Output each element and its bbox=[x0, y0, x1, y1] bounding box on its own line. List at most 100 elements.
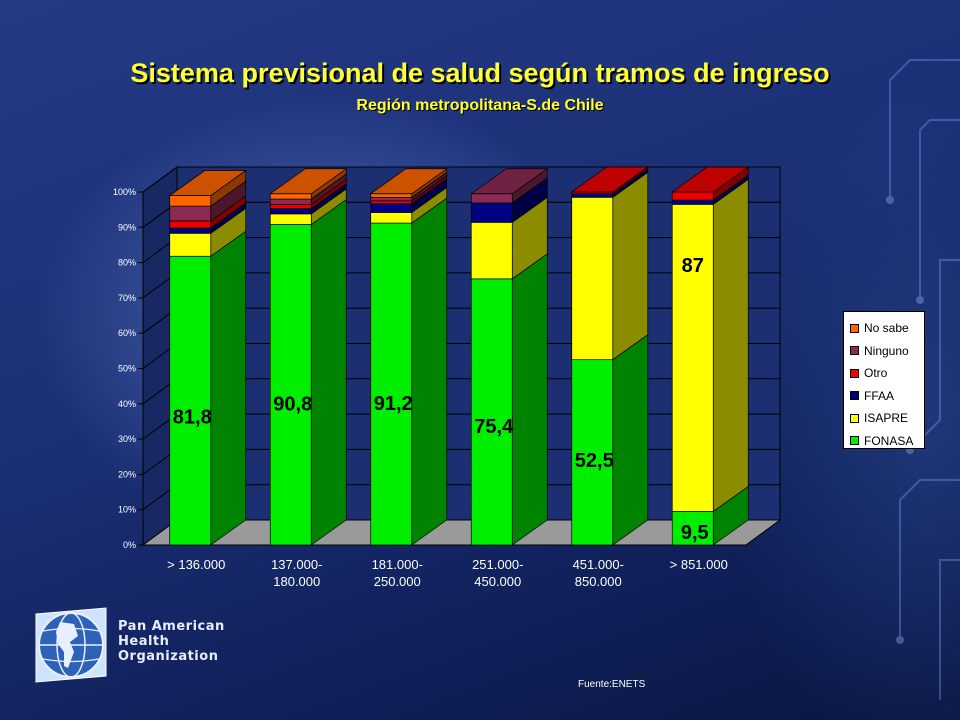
gridline bbox=[142, 166, 780, 193]
x-tick-label: 850.000 bbox=[575, 574, 622, 589]
y-tick-label: 40% bbox=[118, 399, 136, 409]
bar-segment-ffaa bbox=[269, 208, 312, 215]
legend-swatch bbox=[850, 323, 859, 333]
chart-bars bbox=[168, 166, 750, 546]
bar-segment-isapre bbox=[269, 213, 312, 225]
bar-segment-ninguno bbox=[269, 198, 312, 205]
bar-top-ninguno bbox=[470, 168, 549, 195]
y-tick-label: 100% bbox=[113, 187, 136, 197]
source-note: Fuente:ENETS bbox=[578, 679, 646, 690]
bar-top-otro bbox=[570, 166, 649, 193]
bar-segment-fonasa bbox=[169, 255, 212, 546]
y-tick-label: 0% bbox=[123, 540, 136, 550]
paho-globe-logo-icon bbox=[35, 607, 107, 683]
x-tick-label: 180.000 bbox=[273, 574, 320, 589]
legend-item: Ninguno bbox=[850, 340, 924, 363]
legend-label: Ninguno bbox=[864, 343, 909, 358]
bar-side-isapre bbox=[612, 171, 649, 361]
bar-segment-otro bbox=[169, 220, 212, 229]
x-tick-label: 251.000- bbox=[472, 557, 523, 572]
bar-segment-no-sabe bbox=[169, 195, 212, 207]
x-tick-label: 450.000 bbox=[474, 574, 521, 589]
data-label: 81,8 bbox=[173, 407, 212, 429]
y-tick-label: 50% bbox=[118, 364, 136, 374]
bar-top-otro bbox=[671, 166, 750, 193]
organization-line-3: Organization bbox=[118, 649, 219, 664]
bar-segment-otro bbox=[269, 204, 312, 209]
bar-segment-ffaa bbox=[169, 227, 212, 234]
bar-side-fonasa bbox=[210, 230, 247, 546]
legend-label: No sabe bbox=[864, 321, 909, 336]
x-tick-label: > 136.000 bbox=[167, 557, 225, 572]
bar-top-no-sabe bbox=[269, 168, 348, 195]
data-label: 75,4 bbox=[474, 416, 514, 438]
x-tick-label: 137.000- bbox=[271, 557, 322, 572]
y-tick-label: 10% bbox=[118, 505, 136, 515]
bar-segment-fonasa bbox=[571, 359, 614, 546]
bar-segment-ninguno bbox=[470, 193, 513, 204]
bar-segment-isapre bbox=[370, 212, 413, 224]
bar-top-no-sabe bbox=[168, 170, 247, 196]
y-tick-label: 20% bbox=[118, 469, 136, 479]
data-label: 91,2 bbox=[374, 393, 413, 415]
bar-segment-ffaa bbox=[370, 203, 413, 213]
slide-subtitle: Región metropolitana-S.de Chile bbox=[356, 97, 604, 114]
slide-title: Sistema previsional de salud según tramo… bbox=[130, 58, 830, 88]
legend-label: ISAPRE bbox=[864, 411, 909, 426]
chart-legend: No sabe Ninguno Otro FFAA ISAPRE FONASA bbox=[843, 311, 925, 449]
bar-segment-isapre bbox=[470, 222, 513, 280]
legend-item: ISAPRE bbox=[850, 407, 924, 430]
bar-side-fonasa bbox=[511, 253, 548, 546]
bar-side-fonasa bbox=[411, 197, 448, 546]
x-axis-ticks: > 136.000 137.000- 180.000 181.000- 250.000 2… bbox=[167, 557, 728, 589]
x-tick-label: 181.000- bbox=[372, 557, 423, 572]
bar-segment-isapre bbox=[571, 196, 614, 361]
circuit-board-decoration bbox=[886, 59, 960, 700]
bar-segment-isapre bbox=[671, 204, 714, 512]
legend-label: FONASA bbox=[864, 433, 914, 448]
bar-segment-fonasa bbox=[269, 224, 312, 546]
legend-swatch bbox=[850, 436, 859, 446]
legend-item: No sabe bbox=[850, 317, 924, 340]
legend-item: Otro bbox=[850, 362, 924, 385]
data-label: 9,5 bbox=[681, 522, 709, 544]
bar-side-fonasa bbox=[612, 333, 649, 546]
legend-swatch bbox=[850, 413, 859, 423]
bar-side-fonasa bbox=[310, 198, 347, 546]
y-tick-label: 60% bbox=[118, 328, 136, 338]
chart-data-labels: 81,8 90,8 91,2 75,4 52,5 9,5 87 bbox=[173, 255, 709, 544]
legend-label: Otro bbox=[864, 366, 888, 381]
bar-segment-no-sabe bbox=[370, 193, 413, 198]
legend-swatch bbox=[850, 368, 859, 378]
bar-segment-isapre bbox=[169, 232, 212, 257]
data-label: 87 bbox=[682, 255, 704, 277]
bar-top-no-sabe bbox=[369, 168, 448, 195]
x-tick-label: 250.000 bbox=[374, 574, 421, 589]
bar-segment-fonasa bbox=[470, 278, 513, 546]
bar-segment-ninguno bbox=[370, 196, 413, 202]
bar-segment-ffaa bbox=[470, 202, 513, 223]
bar-segment-otro bbox=[370, 200, 413, 204]
organization-name: Pan American Health Organization bbox=[118, 619, 225, 664]
organization-line-1: Pan American bbox=[118, 619, 225, 634]
legend-swatch bbox=[850, 391, 859, 401]
legend-item: FONASA bbox=[850, 430, 924, 453]
legend-swatch bbox=[850, 346, 859, 356]
y-tick-label: 30% bbox=[118, 434, 136, 444]
y-tick-label: 70% bbox=[118, 293, 136, 303]
y-axis-ticks: 0% 10% 20% 30% 40% 50% 60% 70% 80% 90% 100% bbox=[113, 187, 144, 550]
stacked-bar-chart: 0% 10% 20% 30% 40% 50% 60% 70% 80% 90% 100% 81,8 90… bbox=[113, 166, 782, 589]
bar-segment-fonasa bbox=[370, 222, 413, 546]
bar-segment-fonasa bbox=[671, 511, 714, 546]
x-tick-label: 451.000- bbox=[573, 557, 624, 572]
bar-segment-otro bbox=[671, 191, 714, 201]
bar-side-isapre bbox=[712, 178, 749, 513]
bar-segment-ffaa bbox=[571, 193, 614, 198]
y-tick-label: 80% bbox=[118, 258, 136, 268]
organization-line-2: Health bbox=[118, 634, 170, 649]
x-tick-label: > 851.000 bbox=[670, 557, 728, 572]
bar-segment-no-sabe bbox=[269, 193, 312, 200]
data-label: 90,8 bbox=[273, 393, 312, 415]
y-tick-label: 90% bbox=[118, 222, 136, 232]
legend-item: FFAA bbox=[850, 385, 924, 408]
